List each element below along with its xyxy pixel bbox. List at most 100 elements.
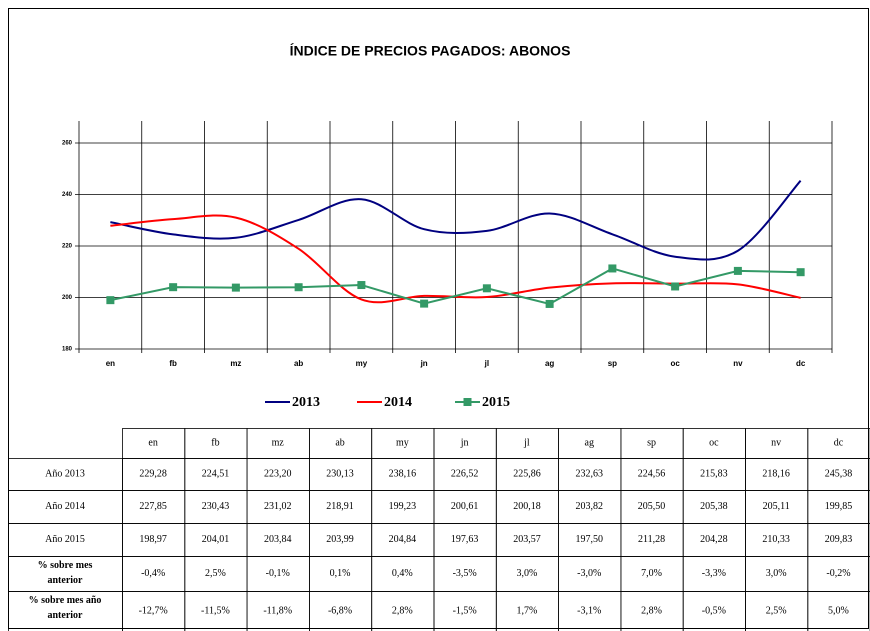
table-text: 5,0% <box>828 605 849 616</box>
table-text: 197,63 <box>451 534 479 545</box>
table-text: -11,8% <box>263 605 292 616</box>
point-marker <box>545 299 554 308</box>
table-text: sp <box>647 437 656 448</box>
table-text: 1,7% <box>517 605 538 616</box>
table-text: 238,16 <box>389 468 417 479</box>
table-text: nv <box>771 437 781 448</box>
point-marker <box>357 281 366 290</box>
table-text: -1,5% <box>453 605 477 616</box>
table-text: 227,85 <box>139 501 167 512</box>
legend-label: 2013 <box>292 395 320 410</box>
table-text: jn <box>460 437 469 448</box>
table-text: 204,84 <box>389 534 417 545</box>
table-text: -12,7% <box>139 605 168 616</box>
table-text: 0,1% <box>330 568 351 579</box>
point-marker <box>106 296 115 305</box>
table-text: Año 2014 <box>45 501 85 512</box>
table-text: 197,50 <box>576 534 604 545</box>
y-tick-label: 180 <box>62 347 73 353</box>
table-text: 231,02 <box>264 501 292 512</box>
table-text: 226,52 <box>451 468 479 479</box>
y-tick-label: 240 <box>62 192 73 198</box>
y-tick-label: 260 <box>62 141 73 147</box>
chart-frame <box>8 8 869 629</box>
point-marker <box>671 282 680 291</box>
table-text: -0,5% <box>702 605 726 616</box>
series-line <box>110 267 801 306</box>
table-text: Año 2015 <box>45 534 85 545</box>
series-line <box>110 214 801 304</box>
table-text: -0,4% <box>141 568 165 579</box>
table-text: 205,38 <box>700 501 728 512</box>
table-text: 224,56 <box>638 468 666 479</box>
table-text: 204,28 <box>700 534 728 545</box>
x-tick-label: fb <box>169 359 177 368</box>
x-tick-label: jn <box>420 359 428 368</box>
y-tick-label: 200 <box>62 295 73 301</box>
x-tick-label: en <box>106 359 115 368</box>
table-text: -3,3% <box>702 568 726 579</box>
table-text: 230,43 <box>202 501 230 512</box>
table-text: 199,85 <box>825 501 853 512</box>
table-text: en <box>148 437 157 448</box>
table-text: -3,1% <box>577 605 601 616</box>
x-tick-label: oc <box>670 359 680 368</box>
x-tick-label: jl <box>484 359 489 368</box>
table-text: 211,28 <box>638 534 665 545</box>
chart-title: ÍNDICE DE PRECIOS PAGADOS: ABONOS <box>290 43 571 59</box>
point-marker <box>294 283 303 292</box>
y-tick-label: 220 <box>62 244 73 250</box>
table-text: -0,1% <box>266 568 290 579</box>
x-tick-label: ab <box>294 359 303 368</box>
table-text: mz <box>272 437 285 448</box>
table-text: 203,99 <box>326 534 354 545</box>
legend-label: 2014 <box>384 395 412 410</box>
table-text: Año 2013 <box>45 468 85 479</box>
x-tick-label: mz <box>230 359 241 368</box>
table-text: 203,84 <box>264 534 292 545</box>
table-row-label: % sobre mes año anterior <box>29 595 102 621</box>
table-text: fb <box>211 437 219 448</box>
legend-marker <box>463 398 472 406</box>
table-text: 198,97 <box>139 534 167 545</box>
table-text: 224,51 <box>202 468 230 479</box>
table-text: 215,83 <box>700 468 728 479</box>
table-text: 229,28 <box>139 468 167 479</box>
point-marker <box>482 284 491 293</box>
point-marker <box>420 299 429 308</box>
x-tick-label: sp <box>608 359 617 368</box>
table-text: 210,33 <box>762 534 790 545</box>
table-text: 230,13 <box>326 468 354 479</box>
point-marker <box>608 264 617 273</box>
table-text: 204,01 <box>202 534 230 545</box>
table-text: 0,4% <box>392 568 413 579</box>
table-text: 203,82 <box>576 501 604 512</box>
x-tick-label: dc <box>796 359 806 368</box>
table-text: 3,0% <box>766 568 787 579</box>
table-text: 2,5% <box>766 605 787 616</box>
table-text: 200,61 <box>451 501 479 512</box>
legend-label: 2015 <box>482 395 510 410</box>
table-text: 205,50 <box>638 501 666 512</box>
table-text: 3,0% <box>517 568 538 579</box>
table-text: ag <box>585 437 594 448</box>
table-text: 225,86 <box>513 468 541 479</box>
x-tick-label: nv <box>733 359 743 368</box>
table-text: 7,0% <box>641 568 662 579</box>
series-line <box>110 179 802 261</box>
table-text: 199,23 <box>389 501 417 512</box>
table-text: ab <box>335 437 344 448</box>
table-text: dc <box>834 437 844 448</box>
table-text: 2,8% <box>641 605 662 616</box>
table-text: my <box>396 437 409 448</box>
point-marker <box>169 283 178 292</box>
table-text: -3,5% <box>453 568 477 579</box>
table-text: 203,57 <box>513 534 541 545</box>
table-cell <box>807 591 870 631</box>
table-text: 218,91 <box>326 501 354 512</box>
table-text: -0,2% <box>826 568 850 579</box>
table-text: 200,18 <box>513 501 541 512</box>
x-tick-label: my <box>356 359 368 368</box>
table-text: 209,83 <box>825 534 853 545</box>
